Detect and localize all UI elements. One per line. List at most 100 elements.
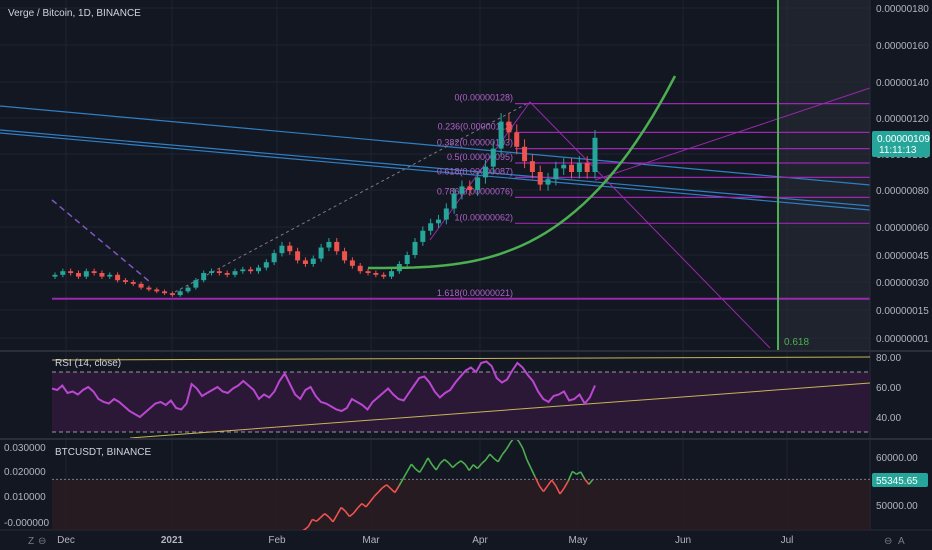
fib-level-label: 0.382(0.00000103) <box>437 138 513 148</box>
fib-level-label: 1.618(0.00000021) <box>437 288 513 298</box>
btc-line-segment <box>365 501 371 508</box>
candle-body <box>115 274 121 281</box>
price-tick-label: 0.00000045 <box>876 251 929 262</box>
btc-line-segment <box>443 458 450 464</box>
btc-legend[interactable]: BTCUSDT, BINANCE <box>55 447 151 458</box>
candle-body <box>52 274 58 277</box>
btc-line-segment <box>526 459 532 469</box>
candle-body <box>475 177 481 190</box>
grid-lines <box>0 0 870 530</box>
price-pane[interactable]: 0(0.00000128) 0.236(0.00000112) 0.382(0.00… <box>0 75 870 349</box>
btc-line-segment <box>390 488 396 494</box>
rsi-pane[interactable] <box>51 356 870 438</box>
candle-body <box>146 287 152 290</box>
candle-body <box>404 255 410 264</box>
candle-body <box>482 166 488 178</box>
fib-level-label: 0.5(0.00000095) <box>447 152 513 162</box>
candlestick-series <box>52 113 598 297</box>
btc-line-segment <box>435 462 441 471</box>
price-tick-label: 0.00000080 <box>876 186 929 197</box>
future-shaded-region <box>778 0 870 350</box>
time-tick-label: 2021 <box>161 535 184 546</box>
btc-line-segment <box>542 485 549 493</box>
candle-body <box>318 247 324 259</box>
candle-body <box>459 186 465 194</box>
btc-line-segment <box>303 525 309 530</box>
rsi-legend[interactable]: RSI (14, close) <box>55 358 121 369</box>
btc-line-segment <box>410 463 417 470</box>
trend-line <box>0 105 870 186</box>
btc-line-segment <box>386 484 392 490</box>
candle-body <box>443 208 449 220</box>
btc-below-area <box>52 479 870 530</box>
main-legend[interactable]: Verge / Bitcoin, 1D, BINANCE <box>8 8 141 19</box>
candle-body <box>561 164 567 169</box>
btc-line-segment <box>340 506 346 512</box>
candle-body <box>451 193 457 209</box>
btc-line-segment <box>315 516 322 522</box>
candle-body <box>342 251 348 261</box>
btc-line-segment <box>530 468 536 478</box>
btc-line-segment <box>377 487 384 493</box>
candle-body <box>420 230 426 242</box>
candle-body <box>302 260 308 264</box>
btc-line-segment <box>394 485 400 493</box>
candle-body <box>412 241 418 255</box>
candle-body <box>498 121 504 149</box>
settings-icon[interactable]: ⊖ <box>38 536 46 547</box>
candle-body <box>169 293 175 296</box>
btc-line-segment <box>328 516 334 523</box>
btc-line-segment <box>382 484 388 489</box>
candle-body <box>506 121 512 133</box>
price-axis[interactable]: 0.00000180 0.00000160 0.00000140 0.00000120… <box>876 4 929 345</box>
btcusdt-pane[interactable] <box>52 437 870 532</box>
candle-body <box>177 291 183 296</box>
time-tick-label: Mar <box>362 535 380 546</box>
candle-body <box>99 273 105 277</box>
candle-body <box>381 274 387 277</box>
candle-body <box>122 280 128 282</box>
btc-line-segment <box>307 519 314 527</box>
btc-axis[interactable]: 60000.00 50000.00 <box>876 453 918 512</box>
btc-line-segment <box>373 491 379 497</box>
candle-body <box>529 161 535 172</box>
btc-line-segment <box>312 518 317 523</box>
candle-body <box>216 271 222 273</box>
btc-line-segment <box>555 485 561 495</box>
parabolic-arc[interactable] <box>368 75 677 270</box>
rsi-axis[interactable]: 80.00 60.00 40.00 <box>876 353 901 424</box>
btc-line-segment <box>398 478 404 487</box>
btc-line-segment <box>349 512 355 518</box>
price-tick-label: 0.00000180 <box>876 4 929 15</box>
candle-body <box>334 241 340 252</box>
btc-line-segment <box>415 468 421 473</box>
candle-body <box>68 271 74 273</box>
zoom-icon[interactable]: Z <box>28 536 34 547</box>
fibonacci-retracement[interactable]: 0(0.00000128) 0.236(0.00000112) 0.382(0.00… <box>52 93 870 300</box>
candle-body <box>467 186 473 190</box>
btc-line-segment <box>320 513 326 519</box>
btc-line-segment <box>571 470 577 475</box>
btc-line-segment <box>584 478 590 485</box>
time-tick-label: Jun <box>675 535 691 546</box>
btc-line-segment <box>353 507 359 514</box>
time-axis[interactable]: Dec 2021 Feb Mar Apr May Jun Jul <box>57 535 793 546</box>
candle-body <box>232 271 238 275</box>
btc-line-segment <box>452 463 458 469</box>
btc-line-segment <box>439 458 445 464</box>
time-tick-label: Feb <box>268 535 286 546</box>
time-tick-label: Apr <box>472 535 488 546</box>
btc-line-segment <box>509 440 514 444</box>
candle-body <box>75 273 81 277</box>
auto-scale-icon[interactable]: A <box>898 536 905 547</box>
rsi-tick-label: 60.00 <box>876 383 901 394</box>
candle-body <box>373 273 379 275</box>
settings-icon-right[interactable]: ⊖ <box>884 536 892 547</box>
svg-text:11:11:13: 11:11:13 <box>879 145 917 156</box>
last-price-tag: 0.00000109 11:11:13 <box>872 131 930 157</box>
btc-line-segment <box>456 460 462 465</box>
btc-left-tick-label: 0.020000 <box>4 467 46 478</box>
candle-body <box>569 164 575 172</box>
